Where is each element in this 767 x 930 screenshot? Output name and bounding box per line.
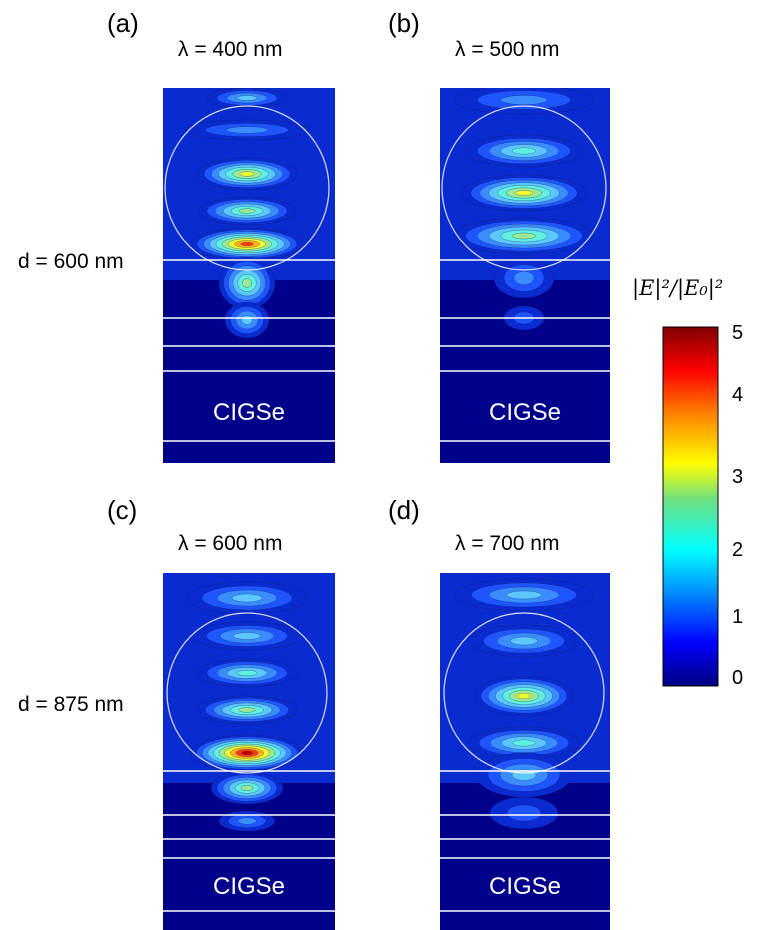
colorbar-tick-2: 2 (732, 539, 744, 561)
row-1-thickness-label: d = 600 nm (18, 250, 124, 273)
panel-c-letter: (c) (107, 495, 138, 525)
colorbar-tick-0: 0 (732, 667, 744, 689)
hotspot-6-level-2 (237, 817, 257, 825)
hotspot-4-level-2 (513, 271, 535, 285)
absorber-label: CIGSe (489, 399, 561, 426)
hotspot-5-level-5 (242, 278, 252, 288)
hotspot-3-level-5 (238, 208, 256, 214)
panel-b-letter: (b) (388, 8, 420, 38)
sphere-outline (166, 612, 328, 774)
field-map-d: CIGSe (440, 573, 610, 930)
absorber-label: CIGSe (213, 873, 285, 900)
colorbar-tick-4: 4 (732, 384, 744, 406)
hotspot-3-level-5 (512, 232, 536, 240)
panel-a-letter: (a) (107, 8, 139, 38)
hotspot-1-level-3 (233, 632, 261, 640)
hotspot-6-level-3 (241, 315, 253, 325)
panel-d-letter: (d) (388, 495, 420, 525)
hotspot-5-level-5 (240, 785, 254, 791)
hotspot-2-level-6 (516, 692, 532, 700)
absorber-label: CIGSe (213, 399, 285, 426)
colorbar (662, 326, 719, 687)
hotspot-0-level-3 (231, 593, 263, 603)
hotspot-5-level-1 (506, 804, 542, 822)
hotspot-1-level-2 (226, 126, 268, 134)
absorber-label: CIGSe (489, 873, 561, 900)
sphere-outline (441, 105, 607, 271)
hotspot-2-level-6 (514, 190, 534, 196)
field-map-c: CIGSe (163, 573, 335, 930)
colorbar-tick-5: 5 (732, 322, 744, 344)
sphere-outline (443, 612, 605, 774)
hotspot-0-level-3 (236, 95, 258, 101)
hotspot-2-level-6 (239, 171, 255, 177)
field-map-b: CIGSe (440, 88, 610, 463)
hotspot-2-level-4 (236, 669, 258, 677)
row-2-thickness-label: d = 875 nm (18, 693, 124, 716)
hotspot-4-level-8 (240, 241, 254, 247)
sphere-outline (164, 105, 330, 271)
colorbar-tick-1: 1 (732, 606, 744, 628)
hotspot-3-level-4 (512, 739, 536, 747)
hotspot-0-level-2 (500, 95, 548, 105)
hotspot-0-level-3 (506, 590, 542, 600)
hotspot-1-level-4 (512, 147, 536, 155)
hotspot-1-level-3 (510, 636, 538, 646)
hotspot-3-level-5 (238, 707, 256, 713)
hotspot-4-level-9 (241, 750, 253, 756)
panel-b-wavelength: λ = 500 nm (455, 38, 560, 61)
colorbar-gradient (662, 326, 719, 687)
panel-a-wavelength: λ = 400 nm (178, 38, 283, 61)
panel-c-wavelength: λ = 600 nm (178, 532, 283, 555)
field-map-a: CIGSe (163, 88, 335, 463)
colorbar-title: |E|²/|E₀|² (632, 276, 724, 300)
colorbar-tick-3: 3 (732, 466, 744, 488)
panel-d-wavelength: λ = 700 nm (455, 532, 560, 555)
